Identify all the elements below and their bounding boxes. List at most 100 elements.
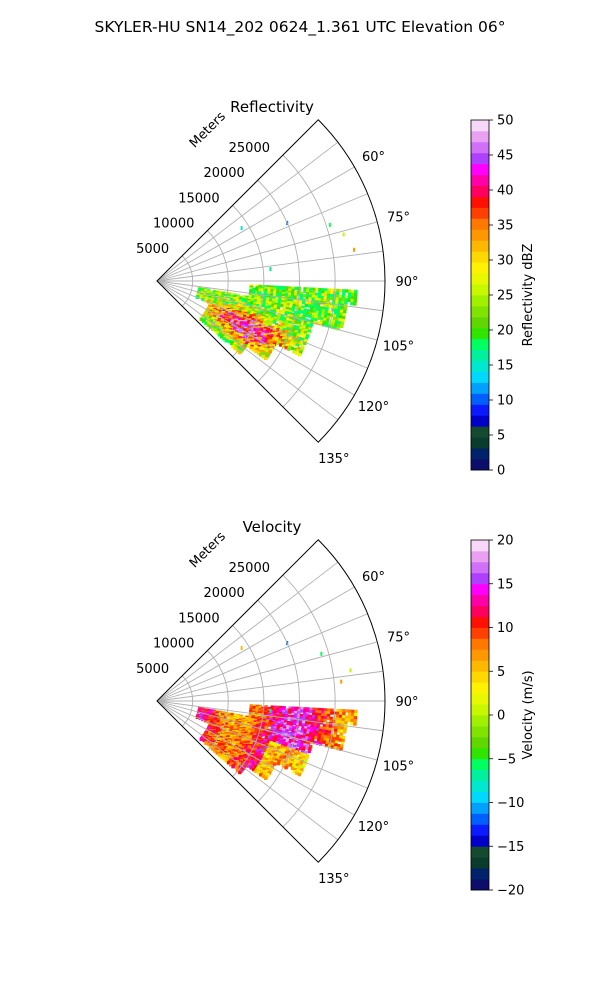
refl-echo-cell (342, 313, 346, 317)
refl-echo-cell (341, 316, 346, 320)
vel-echo-cell (333, 734, 337, 738)
refl-colorbar-swatch (471, 404, 489, 416)
vel-echo-cell (272, 757, 276, 761)
refl-echo-cell (274, 304, 278, 308)
vel-echo-cell (301, 725, 305, 729)
vel-echo-cell (333, 731, 338, 735)
refl-echo-cell (290, 312, 294, 316)
refl-echo-cell (265, 329, 270, 334)
refl-echo-cell (287, 347, 291, 351)
refl-echo-cell (283, 315, 288, 319)
vel-echo-cell (282, 708, 286, 712)
vel-echo-cell (279, 709, 283, 714)
refl-echo-cell (341, 295, 346, 299)
vel-colorbar-swatch (471, 791, 489, 803)
refl-echo-cell (292, 336, 296, 341)
vel-echo-cell (280, 723, 284, 728)
vel-colorbar-swatch (471, 715, 489, 727)
vel-frame (156, 539, 386, 863)
vel-echo-cell (316, 723, 321, 727)
refl-echo-cell (259, 303, 263, 307)
vel-echo-cell (331, 742, 335, 746)
vel-echo-cell (298, 722, 303, 727)
vel-colorbar-swatch (471, 813, 489, 825)
vel-colorbar-tick-label: 0 (497, 709, 505, 724)
vel-echo-cell (217, 753, 222, 757)
refl-echo-cell (298, 326, 303, 331)
refl-echo-cell (303, 333, 307, 337)
refl-echo-cell (223, 320, 227, 324)
refl-echo-cell (199, 317, 203, 321)
refl-echo-cell (224, 339, 228, 343)
vel-echo-cell (318, 731, 322, 735)
refl-echo-cell (331, 319, 336, 324)
refl-echo-cell (293, 295, 298, 299)
refl-echo-cell (288, 318, 293, 323)
vel-echo-cell (280, 721, 284, 726)
vel-echo-cell (270, 760, 274, 765)
refl-colorbar-swatch (471, 437, 489, 449)
vel-grid-spoke (156, 613, 368, 702)
refl-echo-cell (319, 322, 323, 326)
vel-echo-cell (281, 730, 286, 734)
refl-echo-cell (273, 340, 278, 344)
refl-echo-cell (320, 317, 324, 321)
vel-echo-cell (305, 733, 310, 738)
refl-echo-cell (273, 318, 277, 322)
vel-echo-cell (267, 744, 272, 748)
vel-echo-cell (290, 753, 294, 757)
refl-echo-cell (274, 302, 278, 307)
vel-echo-cell (254, 769, 258, 773)
vel-echo-cell (273, 760, 278, 764)
refl-echo-cell (204, 321, 208, 325)
refl-echo-cell (281, 321, 286, 325)
vel-echo-cell (276, 725, 281, 729)
refl-echo-cell (325, 304, 330, 308)
vel-echo-cell (206, 720, 211, 724)
vel-echo-cell (264, 764, 268, 769)
refl-echo-cell (303, 320, 308, 325)
vel-echo-cell (326, 735, 331, 740)
refl-echo-cell (215, 315, 220, 319)
refl-echo-cell (307, 319, 311, 323)
refl-echo-cell (299, 342, 303, 346)
refl-echo-cell (317, 295, 322, 299)
refl-colorbar-swatch (471, 448, 489, 460)
refl-echo-cell (278, 313, 282, 317)
refl-echo-cell (308, 297, 312, 301)
vel-colorbar-swatch (471, 550, 489, 563)
vel-echo-cell (296, 761, 300, 765)
vel-echo-cell (298, 746, 303, 751)
vel-echo-cell (286, 725, 290, 729)
vel-grid-spoke (156, 641, 378, 702)
refl-echo-cell (227, 339, 232, 344)
vel-colorbar-swatch (471, 649, 489, 661)
vel-grid-spoke (156, 586, 355, 702)
vel-echo-cell (270, 707, 274, 711)
refl-echo-cell (318, 290, 322, 294)
vel-echo-cell (202, 738, 206, 743)
refl-echo-cell (327, 313, 331, 317)
vel-echo-cell (276, 761, 280, 766)
refl-echo-cell (323, 315, 328, 319)
vel-echo-cell (343, 727, 347, 731)
vel-echo-cell (303, 711, 307, 716)
refl-echo-cell (291, 339, 295, 343)
vel-echo-cell (340, 726, 344, 731)
refl-clutter-speck (240, 226, 243, 231)
vel-echo-cell (280, 736, 284, 740)
refl-clutter-speck (342, 232, 345, 237)
refl-echo-cell (268, 322, 272, 327)
refl-colorbar-swatch (471, 360, 489, 372)
vel-echo-cell (272, 740, 277, 744)
refl-echo-cell (298, 336, 302, 341)
vel-echo-cell (273, 728, 277, 732)
refl-grid-spoke (156, 193, 368, 282)
vel-echo-cell (199, 737, 203, 741)
vel-echo-cell (285, 708, 289, 712)
refl-echo-cell (277, 324, 282, 328)
refl-echo-cell (334, 308, 338, 313)
refl-echo-cell (271, 330, 276, 334)
vel-echo-cell (272, 762, 277, 766)
vel-echo-cell (289, 755, 293, 760)
